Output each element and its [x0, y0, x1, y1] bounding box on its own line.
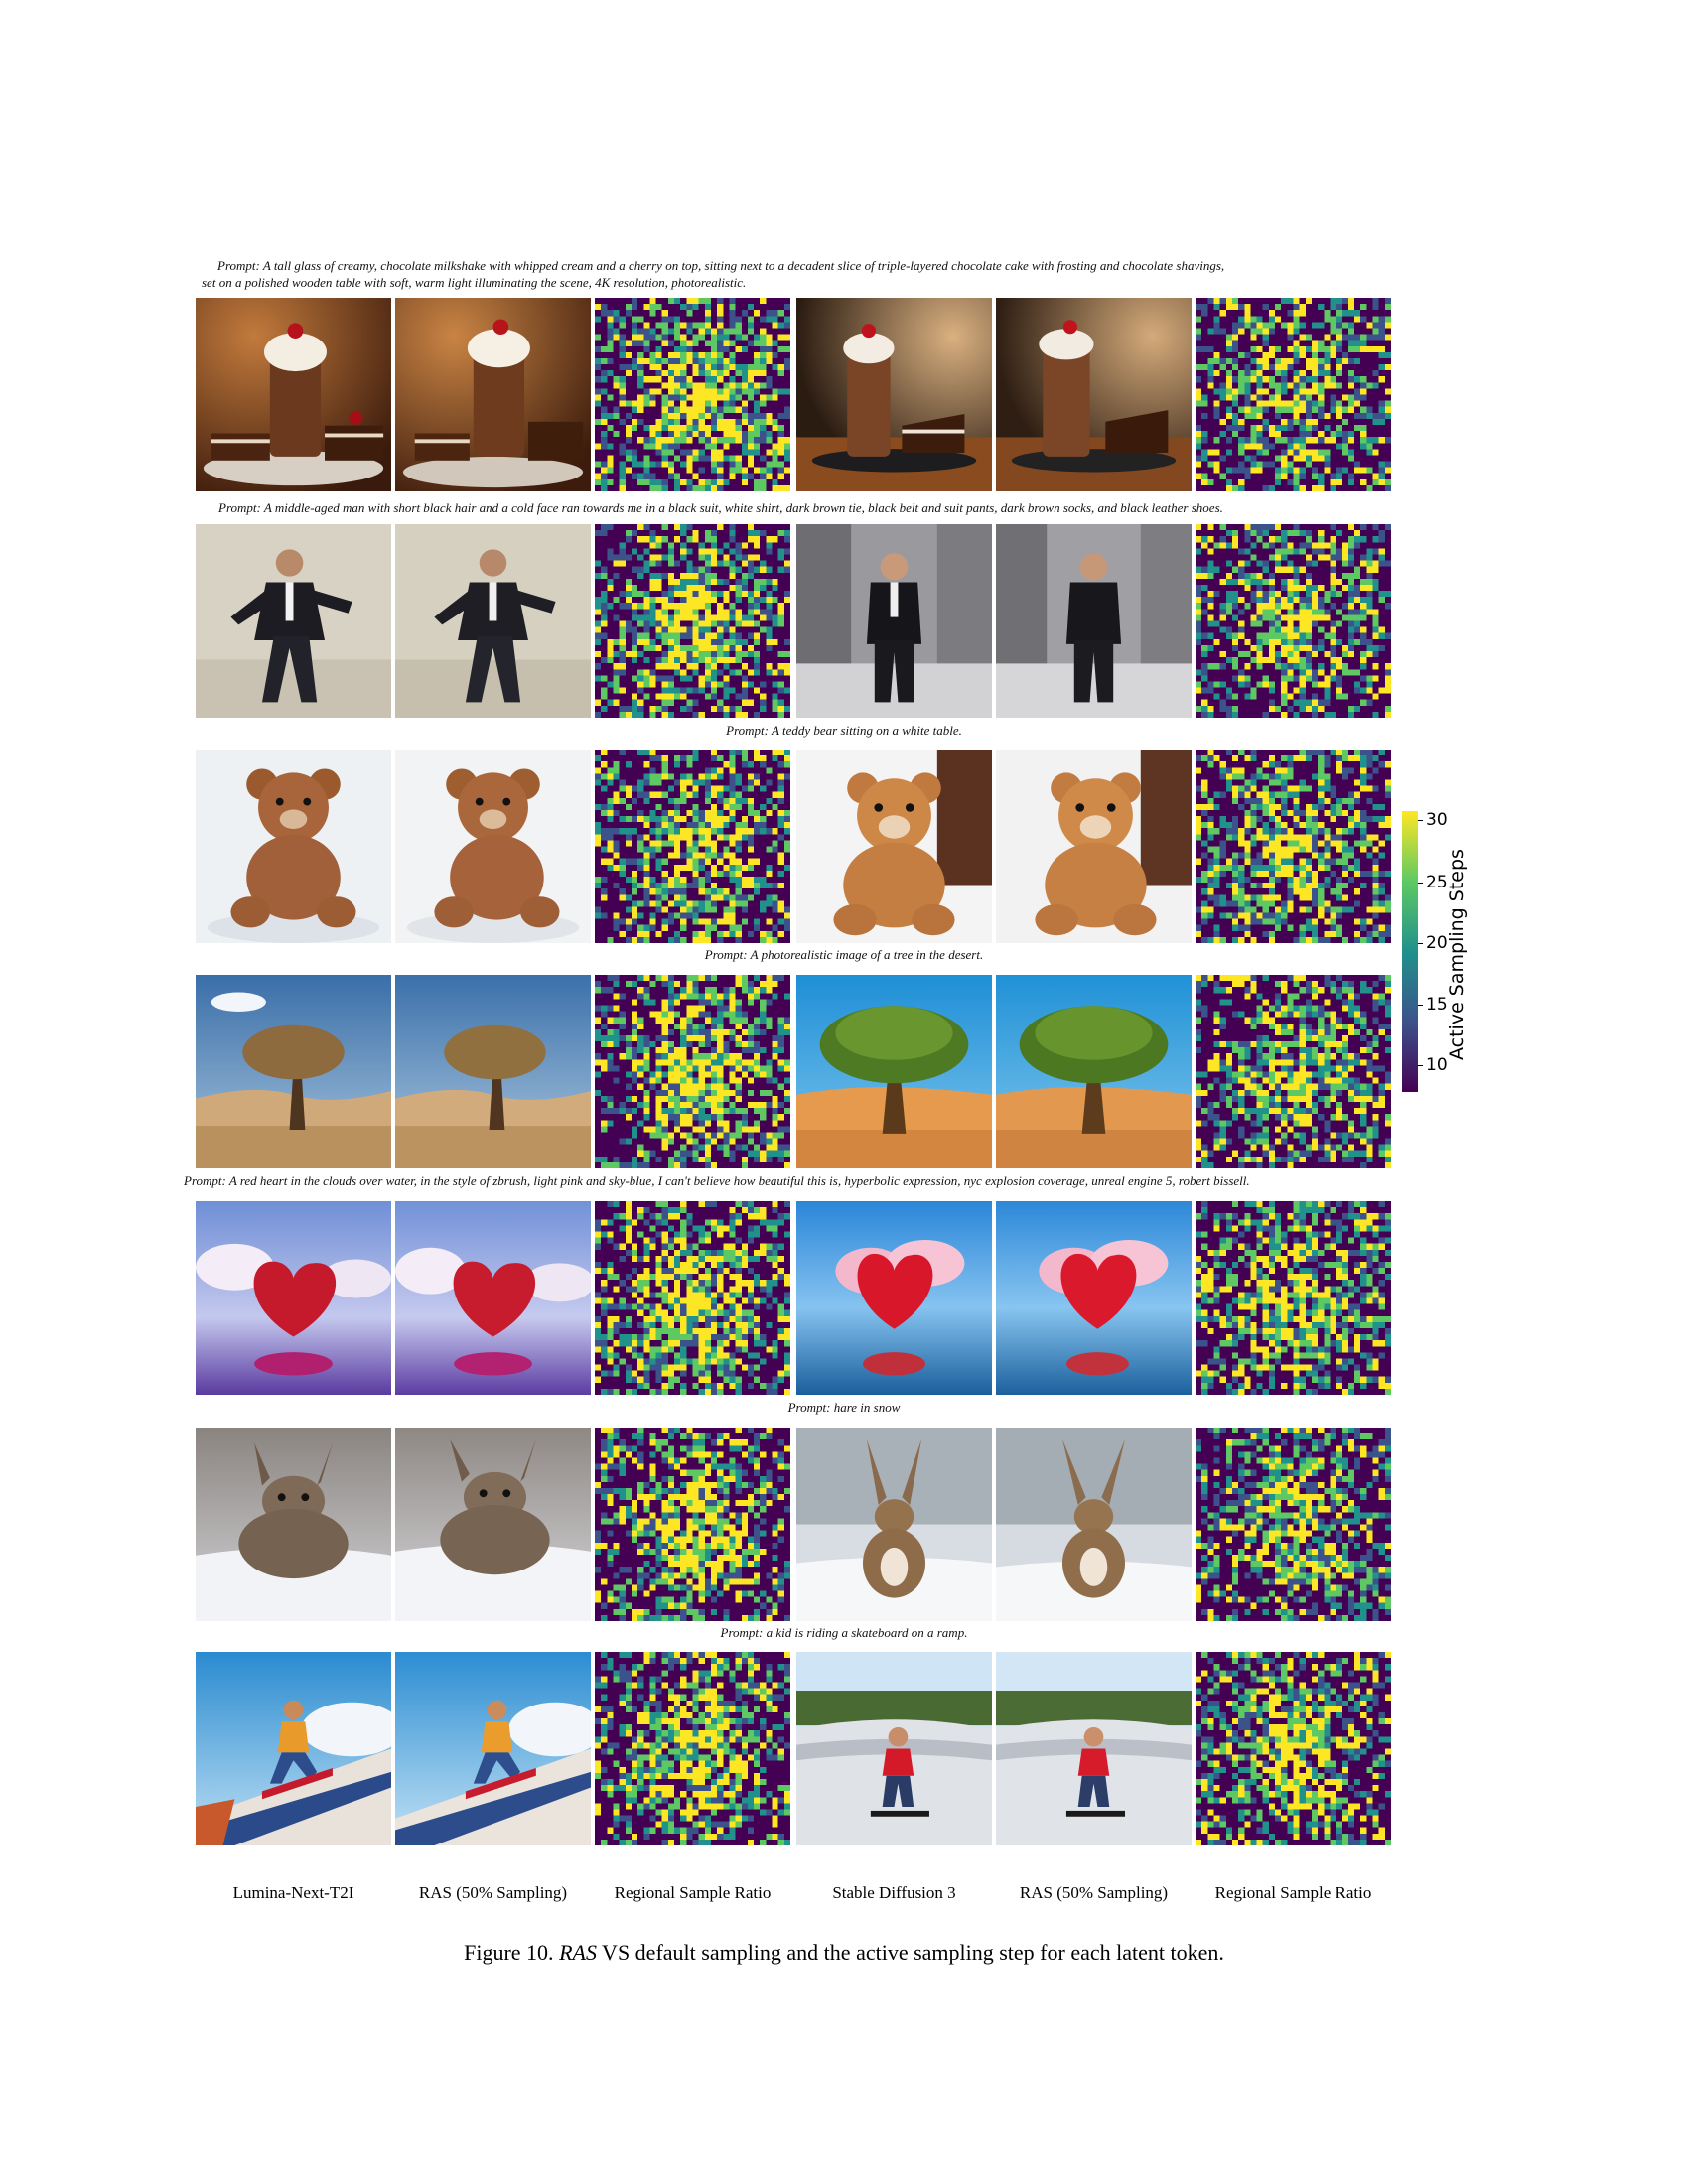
image-heart-ras-lumina	[395, 1201, 591, 1395]
image-man-sd3	[796, 524, 992, 718]
colorbar-tickmark	[1418, 1065, 1423, 1066]
image-heart-ras-sd3	[996, 1201, 1192, 1395]
image-skateboard-ras-sd3	[996, 1652, 1192, 1845]
image-milkshake-lumina	[196, 298, 391, 491]
prompt-milkshake-line1: Prompt: A tall glass of creamy, chocolat…	[217, 258, 1225, 273]
heatmap-skateboard-sd3	[1196, 1652, 1391, 1845]
image-hare-sd3	[796, 1428, 992, 1621]
image-man-ras-lumina	[395, 524, 591, 718]
caption-prefix: Figure 10.	[464, 1940, 560, 1965]
image-skateboard-ras-lumina	[395, 1652, 591, 1845]
prompt-hare: Prompt: hare in snow	[787, 1400, 901, 1415]
column-label-ratio-sd3: Regional Sample Ratio	[1214, 1883, 1372, 1902]
heatmap-skateboard-lumina	[595, 1652, 790, 1845]
colorbar-tick-15: 15	[1426, 995, 1448, 1015]
caption-text: VS default sampling and the active sampl…	[596, 1940, 1224, 1965]
image-hare-lumina	[196, 1428, 391, 1621]
prompt-heart: Prompt: A red heart in the clouds over w…	[184, 1173, 1250, 1188]
heatmap-heart-sd3	[1196, 1201, 1391, 1395]
prompt-tree: Prompt: A photorealistic image of a tree…	[704, 947, 984, 962]
prompt-milkshake-line2: set on a polished wooden table with soft…	[202, 275, 747, 290]
column-label-lumina: Lumina-Next-T2I	[232, 1883, 354, 1902]
heatmap-man-lumina	[595, 524, 790, 718]
image-teddy-lumina	[196, 750, 391, 943]
heatmap-tree-lumina	[595, 975, 790, 1168]
image-tree-ras-sd3	[996, 975, 1192, 1168]
colorbar	[1402, 811, 1418, 1092]
heatmap-heart-lumina	[595, 1201, 790, 1395]
image-tree-ras-lumina	[395, 975, 591, 1168]
image-man-lumina	[196, 524, 391, 718]
caption-emphasis: RAS	[559, 1940, 597, 1965]
colorbar-label: Active Sampling Steps	[1446, 849, 1468, 1060]
column-label-ras-lumina: RAS (50% Sampling)	[418, 1883, 568, 1902]
image-milkshake-ras-lumina	[395, 298, 591, 491]
image-teddy-ras-sd3	[996, 750, 1192, 943]
colorbar-tickmark	[1418, 820, 1423, 821]
prompt-skateboard: Prompt: a kid is riding a skateboard on …	[720, 1625, 968, 1640]
image-hare-ras-sd3	[996, 1428, 1192, 1621]
column-label-sd3: Stable Diffusion 3	[832, 1883, 956, 1902]
image-skateboard-sd3	[796, 1652, 992, 1845]
image-heart-lumina	[196, 1201, 391, 1395]
image-milkshake-sd3	[796, 298, 992, 491]
heatmap-hare-lumina	[595, 1428, 790, 1621]
image-teddy-sd3	[796, 750, 992, 943]
image-skateboard-lumina	[196, 1652, 391, 1845]
image-hare-ras-lumina	[395, 1428, 591, 1621]
colorbar-tickmark	[1418, 883, 1423, 884]
image-teddy-ras-lumina	[395, 750, 591, 943]
heatmap-hare-sd3	[1196, 1428, 1391, 1621]
prompt-man: Prompt: A middle-aged man with short bla…	[218, 500, 1223, 515]
heatmap-milkshake-lumina	[595, 298, 790, 491]
heatmap-milkshake-sd3	[1196, 298, 1391, 491]
image-tree-sd3	[796, 975, 992, 1168]
heatmap-teddy-sd3	[1196, 750, 1391, 943]
image-man-ras-sd3	[996, 524, 1192, 718]
column-label-ratio-lumina: Regional Sample Ratio	[614, 1883, 772, 1902]
prompt-teddy: Prompt: A teddy bear sitting on a white …	[726, 723, 962, 738]
colorbar-tickmark	[1418, 1005, 1423, 1006]
image-heart-sd3	[796, 1201, 992, 1395]
colorbar-tick-20: 20	[1426, 933, 1448, 953]
colorbar-tickmark	[1418, 943, 1423, 944]
heatmap-man-sd3	[1196, 524, 1391, 718]
image-tree-lumina	[196, 975, 391, 1168]
colorbar-tick-25: 25	[1426, 873, 1448, 892]
column-label-ras-sd3: RAS (50% Sampling)	[1019, 1883, 1169, 1902]
image-milkshake-ras-sd3	[996, 298, 1192, 491]
figure-caption: Figure 10. RAS VS default sampling and t…	[0, 1940, 1688, 1966]
colorbar-tick-10: 10	[1426, 1055, 1448, 1075]
heatmap-teddy-lumina	[595, 750, 790, 943]
colorbar-tick-30: 30	[1426, 810, 1448, 830]
heatmap-tree-sd3	[1196, 975, 1391, 1168]
